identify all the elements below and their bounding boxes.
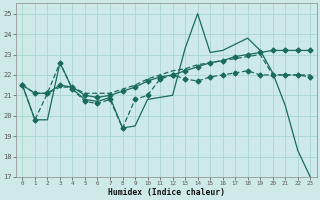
- X-axis label: Humidex (Indice chaleur): Humidex (Indice chaleur): [108, 188, 225, 197]
